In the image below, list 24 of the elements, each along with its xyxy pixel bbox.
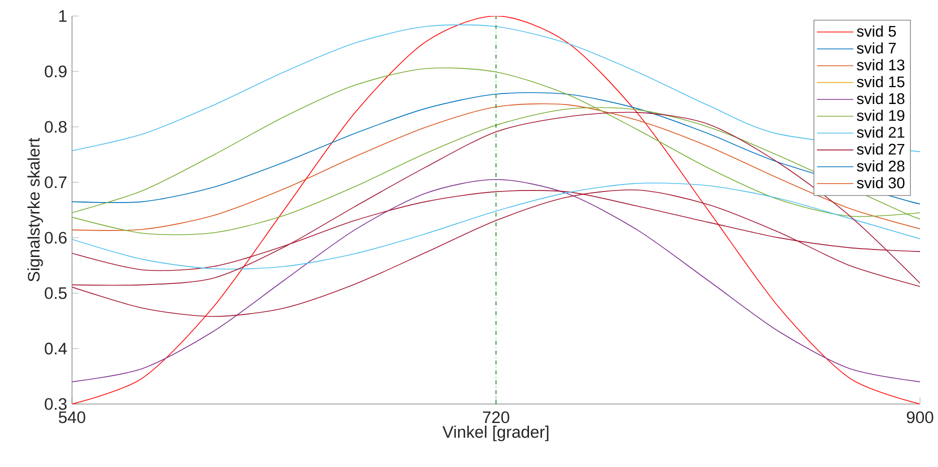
legend-label: svid 19 bbox=[856, 110, 904, 121]
y-tick-label: 0.4 bbox=[44, 342, 67, 354]
y-tick-label: 0.7 bbox=[44, 176, 66, 188]
line-series bbox=[72, 16, 920, 404]
x-tick-label: 540 bbox=[58, 411, 86, 424]
legend-label: svid 28 bbox=[856, 160, 904, 172]
x-axis-title: Vinkel [grader] bbox=[442, 426, 548, 442]
legend-label: svid 30 bbox=[856, 177, 904, 188]
y-tick-label: 0.9 bbox=[44, 66, 67, 78]
y-axis-title: Signalstyrke skalert bbox=[27, 138, 43, 282]
y-tick-label: 0.5 bbox=[44, 287, 67, 300]
legend-label: svid 27 bbox=[856, 143, 904, 155]
y-tick-label: 0.6 bbox=[44, 232, 67, 244]
legend-label: svid 7 bbox=[856, 42, 896, 54]
legend-label: svid 15 bbox=[856, 76, 904, 88]
legend-label: svid 13 bbox=[856, 59, 904, 70]
legend-label: svid 18 bbox=[856, 92, 904, 104]
y-tick-label: 1 bbox=[59, 10, 66, 22]
legend-label: svid 21 bbox=[856, 126, 904, 138]
x-tick-label: 900 bbox=[906, 411, 934, 424]
y-tick-label: 0.8 bbox=[44, 120, 67, 133]
y-tick-label: 0.3 bbox=[44, 398, 67, 410]
legend-label: svid 5 bbox=[856, 25, 896, 37]
x-tick-label: 720 bbox=[482, 411, 510, 424]
